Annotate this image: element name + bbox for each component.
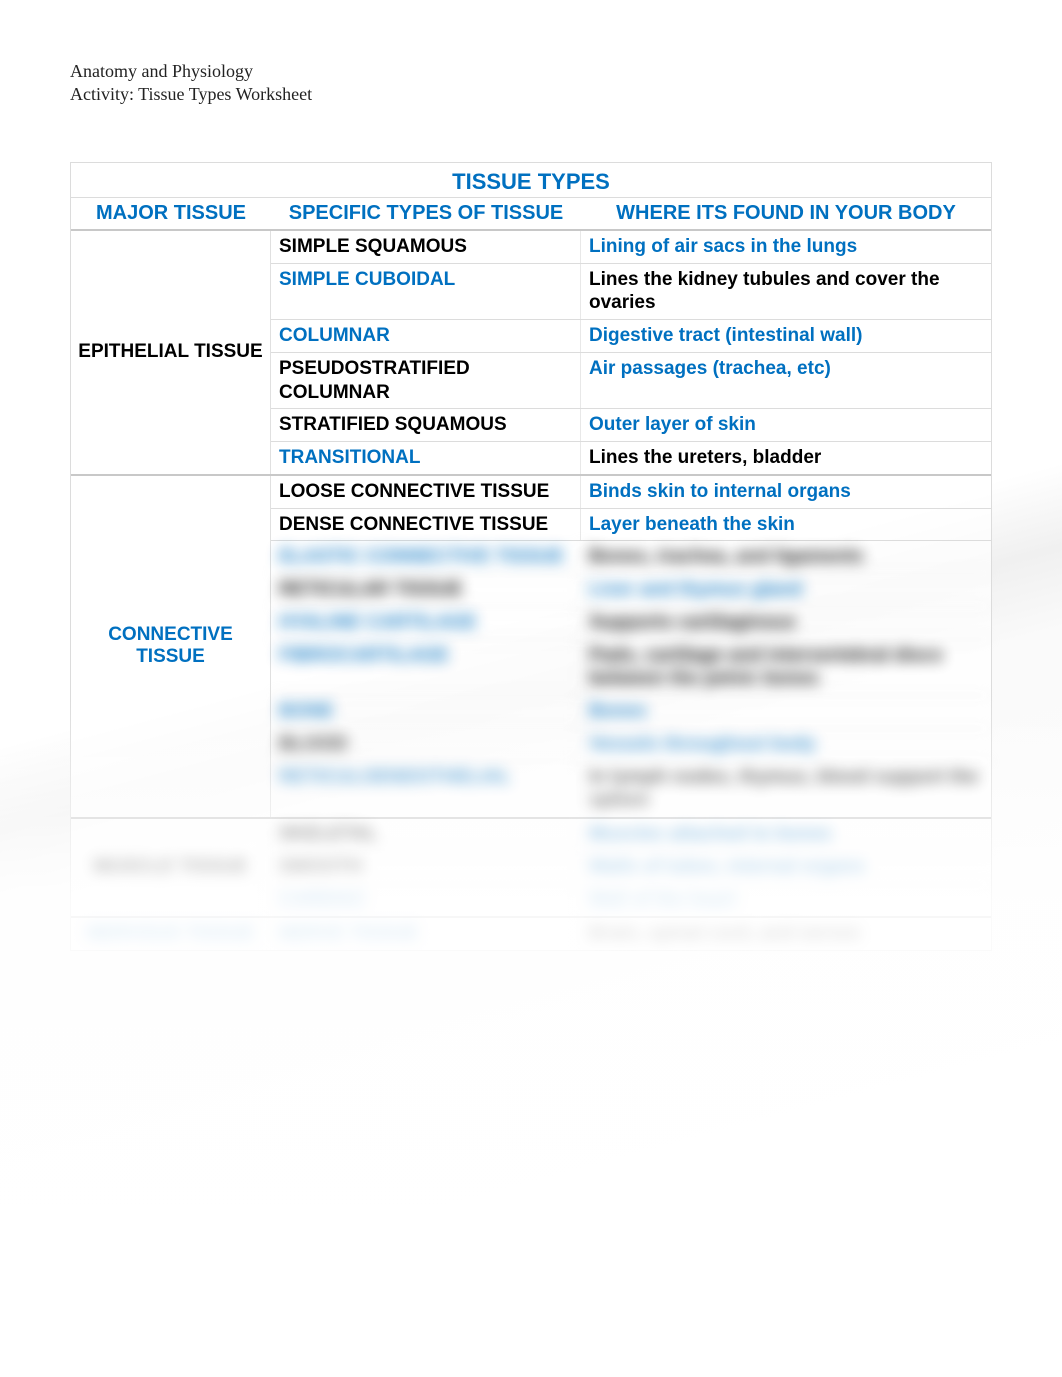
table-section: CONNECTIVE TISSUELOOSE CONNECTIVE TISSUE… [71,476,991,819]
table-row: DENSE CONNECTIVE TISSUELayer beneath the… [271,509,991,542]
major-tissue-cell: EPITHELIAL TISSUE [71,231,271,474]
specific-tissue-cell: DENSE CONNECTIVE TISSUE [271,509,581,541]
table-row: HYALINE CARTILAGESupports cartilaginous [271,607,991,640]
col-header-location: WHERE ITS FOUND IN YOUR BODY [581,198,991,229]
table-row: SIMPLE CUBOIDALLines the kidney tubules … [271,264,991,321]
location-cell: Outer layer of skin [581,409,991,441]
table-row: COLUMNARDigestive tract (intestinal wall… [271,320,991,353]
table-row: RETICULAR TISSUELiver and thymus gland [271,574,991,607]
location-cell: In lymph nodes, thymus, blood support th… [581,762,991,818]
specific-tissue-cell: STRATIFIED SQUAMOUS [271,409,581,441]
specific-tissue-cell: RETICULAR TISSUE [271,574,581,606]
header-line-1: Anatomy and Physiology [70,60,992,83]
section-rows: SKELETALMuscles attached to bonesSMOOTHW… [271,819,991,916]
table-column-headers: MAJOR TISSUE SPECIFIC TYPES OF TISSUE WH… [71,198,991,231]
table-row: CARDIACWall of the heart [271,885,991,917]
table-row: SKELETALMuscles attached to bones [271,819,991,852]
location-cell: Supports cartilaginous [581,607,991,639]
major-tissue-cell: MUSCLE TISSUE [71,819,271,916]
specific-tissue-cell: FIBROCARTILAGE [271,640,581,696]
major-tissue-cell: NERVOUS TISSUE [71,918,271,950]
location-cell: Lining of air sacs in the lungs [581,231,991,263]
specific-tissue-cell: BLOOD [271,729,581,761]
specific-tissue-cell: CARDIAC [271,885,581,917]
location-cell: Brain, spinal cord, and nerves [581,918,991,950]
table-section: NERVOUS TISSUENERVE TISSUEBrain, spinal … [71,918,991,950]
table-row: LOOSE CONNECTIVE TISSUEBinds skin to int… [271,476,991,509]
location-cell: Walls of tubes, internal organs [581,852,991,884]
table-row: ELASTIC CONNECTIVE TISSUEBones, trachea,… [271,541,991,574]
section-rows: NERVE TISSUEBrain, spinal cord, and nerv… [271,918,991,950]
specific-tissue-cell: BONE [271,696,581,728]
location-cell: Liver and thymus gland [581,574,991,606]
specific-tissue-cell: SKELETAL [271,819,581,851]
table-body: EPITHELIAL TISSUESIMPLE SQUAMOUSLining o… [71,231,991,950]
table-row: SMOOTHWalls of tubes, internal organs [271,852,991,885]
page-content: Anatomy and Physiology Activity: Tissue … [0,0,1062,1011]
table-row: TRANSITIONALLines the ureters, bladder [271,442,991,474]
location-cell: Pads, cartilage and intervertebral discs… [581,640,991,696]
specific-tissue-cell: SIMPLE CUBOIDAL [271,264,581,320]
table-section: MUSCLE TISSUESKELETALMuscles attached to… [71,819,991,918]
location-cell: Air passages (trachea, etc) [581,353,991,409]
col-header-major: MAJOR TISSUE [71,198,271,229]
specific-tissue-cell: RETICULOENDOTHELIAL [271,762,581,818]
table-section: EPITHELIAL TISSUESIMPLE SQUAMOUSLining o… [71,231,991,476]
specific-tissue-cell: HYALINE CARTILAGE [271,607,581,639]
location-cell: Lines the ureters, bladder [581,442,991,474]
col-header-specific: SPECIFIC TYPES OF TISSUE [271,198,581,229]
specific-tissue-cell: TRANSITIONAL [271,442,581,474]
specific-tissue-cell: ELASTIC CONNECTIVE TISSUE [271,541,581,573]
major-tissue-cell: CONNECTIVE TISSUE [71,476,271,817]
location-cell: Digestive tract (intestinal wall) [581,320,991,352]
table-row: FIBROCARTILAGEPads, cartilage and interv… [271,640,991,697]
specific-tissue-cell: COLUMNAR [271,320,581,352]
location-cell: Lines the kidney tubules and cover the o… [581,264,991,320]
specific-tissue-cell: SMOOTH [271,852,581,884]
document-header: Anatomy and Physiology Activity: Tissue … [70,60,992,107]
table-row: RETICULOENDOTHELIALIn lymph nodes, thymu… [271,762,991,818]
location-cell: Bones, trachea, and ligaments [581,541,991,573]
section-rows: SIMPLE SQUAMOUSLining of air sacs in the… [271,231,991,474]
location-cell: Bones [581,696,991,728]
location-cell: Layer beneath the skin [581,509,991,541]
header-line-2: Activity: Tissue Types Worksheet [70,83,992,106]
location-cell: Vessels throughout body [581,729,991,761]
table-row: BONEBones [271,696,991,729]
table-row: STRATIFIED SQUAMOUSOuter layer of skin [271,409,991,442]
table-title: TISSUE TYPES [71,163,991,198]
location-cell: Muscles attached to bones [581,819,991,851]
section-rows: LOOSE CONNECTIVE TISSUEBinds skin to int… [271,476,991,817]
specific-tissue-cell: SIMPLE SQUAMOUS [271,231,581,263]
table-row: BLOODVessels throughout body [271,729,991,762]
location-cell: Binds skin to internal organs [581,476,991,508]
specific-tissue-cell: PSEUDOSTRATIFIED COLUMNAR [271,353,581,409]
table-row: PSEUDOSTRATIFIED COLUMNARAir passages (t… [271,353,991,410]
table-row: NERVE TISSUEBrain, spinal cord, and nerv… [271,918,991,950]
location-cell: Wall of the heart [581,885,991,917]
table-row: SIMPLE SQUAMOUSLining of air sacs in the… [271,231,991,264]
specific-tissue-cell: LOOSE CONNECTIVE TISSUE [271,476,581,508]
specific-tissue-cell: NERVE TISSUE [271,918,581,950]
tissue-types-table: TISSUE TYPES MAJOR TISSUE SPECIFIC TYPES… [70,162,992,951]
